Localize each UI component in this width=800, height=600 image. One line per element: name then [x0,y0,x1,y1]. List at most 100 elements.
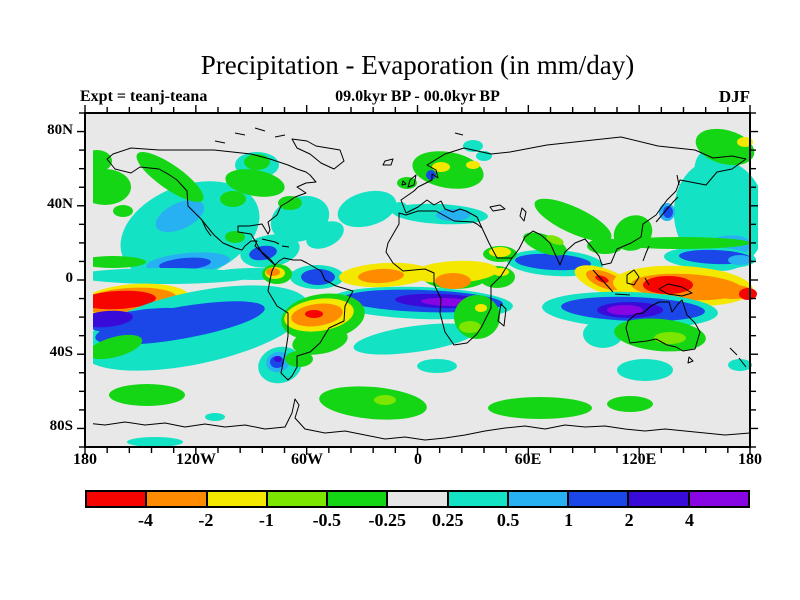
coast-australia [625,299,701,364]
coast-africa [385,210,513,346]
lon-label-120w: 120W [176,451,216,468]
colorbar-tick-label: -0.5 [312,510,342,530]
anomaly-region [523,232,567,256]
colorbar-tick-label: 2 [624,510,634,530]
colorbar-segment-0.25to0.5 [446,492,507,506]
colorbar-labels: -4 -2 -1 -0.5 -0.25 0.25 0.5 1 2 4 [85,510,750,532]
lon-label-120e: 120E [621,451,657,468]
anomaly-region [374,395,396,405]
anomaly-region [417,359,457,373]
anomaly-region [285,351,313,367]
page-title: Precipitation - Evaporation (in mm/day) [200,50,635,80]
colorbar-segment->4 [687,492,748,506]
anomaly-region [595,275,609,283]
anomaly-region [225,231,245,243]
colorbar-segment-2to4 [627,492,688,506]
anomaly-region [534,198,612,242]
anomaly-region [674,200,696,220]
anomaly-region [617,359,673,381]
period-label: 09.0kyr BP - 00.0kyr BP [335,88,500,105]
colorbar-segment--2to-1 [205,492,266,506]
colorbar-segment--0.5to-0.25 [326,492,387,506]
anomaly-region [93,310,133,328]
anomaly-region [459,321,481,333]
anomaly-region [305,310,323,318]
coast-new-zealand [729,347,747,368]
anomaly-region [205,413,225,421]
anomaly-region [353,323,477,355]
lat-label-eq: 0 [65,270,74,286]
anomaly-region [610,237,750,249]
colorbar-segment-1to2 [567,492,628,506]
anomaly-region [546,235,564,245]
coast-eurasia [400,136,747,266]
anomaly-region [109,384,185,406]
lon-label-60e: 60E [514,451,542,468]
anomaly-region [654,332,686,344]
coast-baja [201,219,212,237]
anomaly-region [739,288,757,300]
colorbar-tick-label: -4 [137,510,153,530]
coast-greenland [291,138,345,170]
anomaly-region [643,276,693,294]
lat-label-40n: 40N [47,196,73,212]
anomaly-region [728,359,752,371]
lon-label-180e: 180 [738,451,762,468]
anomaly-region [155,199,205,233]
lon-label-180w: 180 [73,451,97,468]
coast-philippines [642,245,650,262]
anomaly-region [454,295,500,339]
anomaly-region [607,396,653,412]
anomaly-region [93,268,253,284]
coast-north-america [106,147,317,266]
anomaly-region [244,154,270,170]
coast-caspian-black-sea [489,204,527,222]
anomaly-region [435,273,471,289]
anomaly-region [95,301,265,345]
anomaly-region [515,253,591,271]
coast-antarctica [93,398,751,441]
anomaly-region [292,327,348,355]
anomaly-region [93,290,156,310]
map-frame [84,112,751,448]
coastlines [93,127,751,441]
coast-arctic-islands [214,127,464,144]
lat-label-80n: 80N [47,122,73,138]
anomaly-region [127,437,183,447]
anomaly-region [358,268,404,284]
coast-cuba [261,238,290,248]
anomaly-region [159,257,211,271]
lat-label-80s: 80S [49,418,73,434]
anomaly-region [587,238,623,254]
colorbar-segment-0.5to1 [506,492,568,506]
anomaly-region [466,161,480,169]
colorbar-tick-label: -0.25 [368,510,407,530]
coast-mediterranean-north [405,199,483,229]
colorbar-tick-label: -1 [258,510,274,530]
colorbar-tick-label: -2 [198,510,214,530]
anomaly-regions [93,128,758,447]
anomaly-region [93,150,112,172]
colorbar-tick-label: 0.25 [431,510,464,530]
experiment-label: Expt = teanj-teana [80,88,208,105]
coast-south-america [267,257,354,381]
coast-british-isles [401,174,417,188]
anomaly-region [432,162,450,172]
anomaly-region [306,221,344,249]
anomaly-region [266,268,280,276]
anomaly-region [113,205,133,217]
colorbar-segment-<-4 [87,492,146,506]
anomaly-region [319,386,427,420]
colorbar-segment--4to-2 [145,492,206,506]
anomaly-region [93,334,143,360]
anomaly-region [436,209,470,221]
season-label: DJF [718,87,750,106]
coast-japan [655,174,680,223]
anomaly-region [337,190,397,228]
colorbar-tick-label: 0.5 [496,510,520,530]
anomaly-region [426,170,436,180]
anomaly-region [225,169,285,197]
map-plot [77,105,758,455]
colorbar-tick-label: 1 [564,510,574,530]
